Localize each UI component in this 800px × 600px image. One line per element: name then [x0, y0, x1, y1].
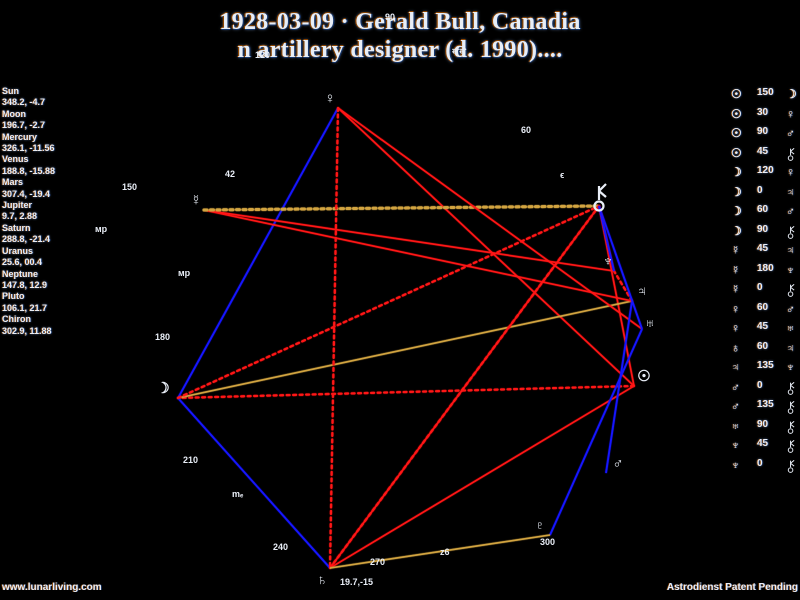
svg-text:☉: ☉: [637, 368, 650, 385]
svg-text:z6: z6: [440, 547, 450, 557]
svg-text:♃: ♃: [636, 283, 647, 300]
svg-text:300: 300: [540, 537, 555, 547]
svg-text:60: 60: [521, 125, 531, 135]
svg-text:♀: ♀: [324, 90, 335, 107]
svg-text:42: 42: [225, 169, 235, 179]
svg-text:мр: мр: [178, 268, 191, 278]
svg-text:♆: ♆: [602, 253, 613, 270]
svg-text:мр: мр: [95, 224, 108, 234]
svg-text:☿: ☿: [190, 192, 201, 209]
svg-text:mₑ: mₑ: [232, 489, 244, 499]
svg-text:120: 120: [255, 50, 270, 60]
svg-text:90: 90: [385, 12, 395, 22]
svg-text:270: 270: [370, 557, 385, 567]
svg-text:♄: ♄: [316, 572, 327, 589]
svg-text:19.7,-15: 19.7,-15: [340, 577, 373, 587]
svg-text:ϵ: ϵ: [560, 170, 564, 180]
svg-text:150: 150: [122, 182, 137, 192]
svg-text:☽: ☽: [156, 380, 169, 397]
svg-text:180: 180: [155, 332, 170, 342]
svg-text:210: 210: [183, 455, 198, 465]
svg-text:♇: ♇: [534, 517, 545, 534]
svg-text:♅: ♅: [644, 315, 655, 332]
svg-text:240: 240: [273, 542, 288, 552]
svg-text:⥂⥂: ⥂⥂: [452, 44, 467, 54]
svg-text:♂: ♂: [612, 455, 623, 472]
